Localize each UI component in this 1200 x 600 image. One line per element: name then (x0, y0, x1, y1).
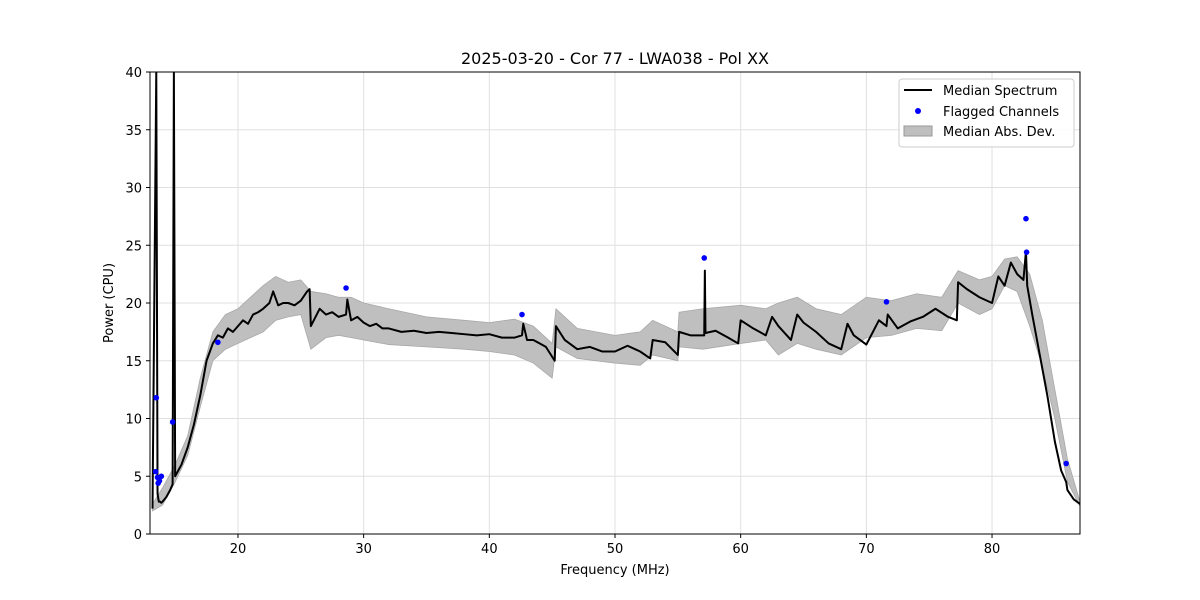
legend-box (898, 78, 1075, 148)
y-tick-label: 0 (134, 528, 142, 543)
legend-mad-swatch-icon (903, 125, 933, 137)
flagged-channel-point (1023, 215, 1029, 222)
flagged-channel-point (1063, 460, 1069, 467)
flagged-channel-point (155, 480, 161, 486)
x-tick-label: 70 (858, 542, 875, 557)
y-tick-label: 5 (134, 470, 142, 485)
legend-entry-mad: Median Abs. Dev. (943, 125, 1055, 140)
median-line-layer (151, 72, 1080, 509)
legend-flagged-dot-icon (915, 108, 921, 114)
x-tick-label: 40 (481, 542, 498, 557)
tick-layer: 20 30 40 50 60 70 80 0 5 10 15 20 25 30 35 40 (125, 66, 1000, 557)
flagged-channel-point (519, 311, 525, 318)
flagged-channel-point (343, 285, 349, 291)
legend-entry-median: Median Spectrum (943, 84, 1057, 99)
x-tick-label: 80 (984, 542, 1001, 557)
y-tick-label: 25 (125, 239, 142, 254)
mad-band (152, 256, 1080, 512)
y-tick-label: 15 (125, 355, 142, 370)
mad-band-layer (152, 256, 1080, 512)
legend: Median Spectrum Flagged Channels Median … (898, 78, 1075, 148)
x-tick-label: 30 (355, 542, 372, 557)
y-tick-label: 10 (125, 413, 142, 428)
flagged-points-layer (152, 215, 1069, 486)
y-axis-label: Power (CPU) (102, 263, 117, 343)
y-tick-label: 40 (125, 66, 142, 81)
x-tick-label: 60 (732, 542, 749, 557)
x-tick-label: 20 (230, 542, 247, 557)
flagged-channel-point (701, 255, 708, 261)
flagged-channel-point (215, 339, 221, 346)
flagged-channel-point (883, 299, 890, 305)
x-tick-label: 50 (607, 542, 624, 557)
flagged-channel-point (169, 419, 176, 425)
flagged-channel-point (153, 394, 160, 401)
y-tick-label: 35 (125, 124, 142, 139)
flagged-channel-point (1023, 249, 1030, 255)
x-axis-label: Frequency (MHz) (560, 563, 669, 578)
chart-title: 2025-03-20 - Cor 77 - LWA038 - Pol XX (461, 49, 769, 68)
median-spectrum-line (151, 72, 1080, 509)
y-tick-label: 30 (125, 182, 142, 197)
legend-entry-flagged: Flagged Channels (943, 105, 1059, 120)
flagged-channel-point (152, 468, 159, 475)
y-tick-label: 20 (125, 297, 142, 312)
flagged-channel-point (158, 473, 165, 480)
